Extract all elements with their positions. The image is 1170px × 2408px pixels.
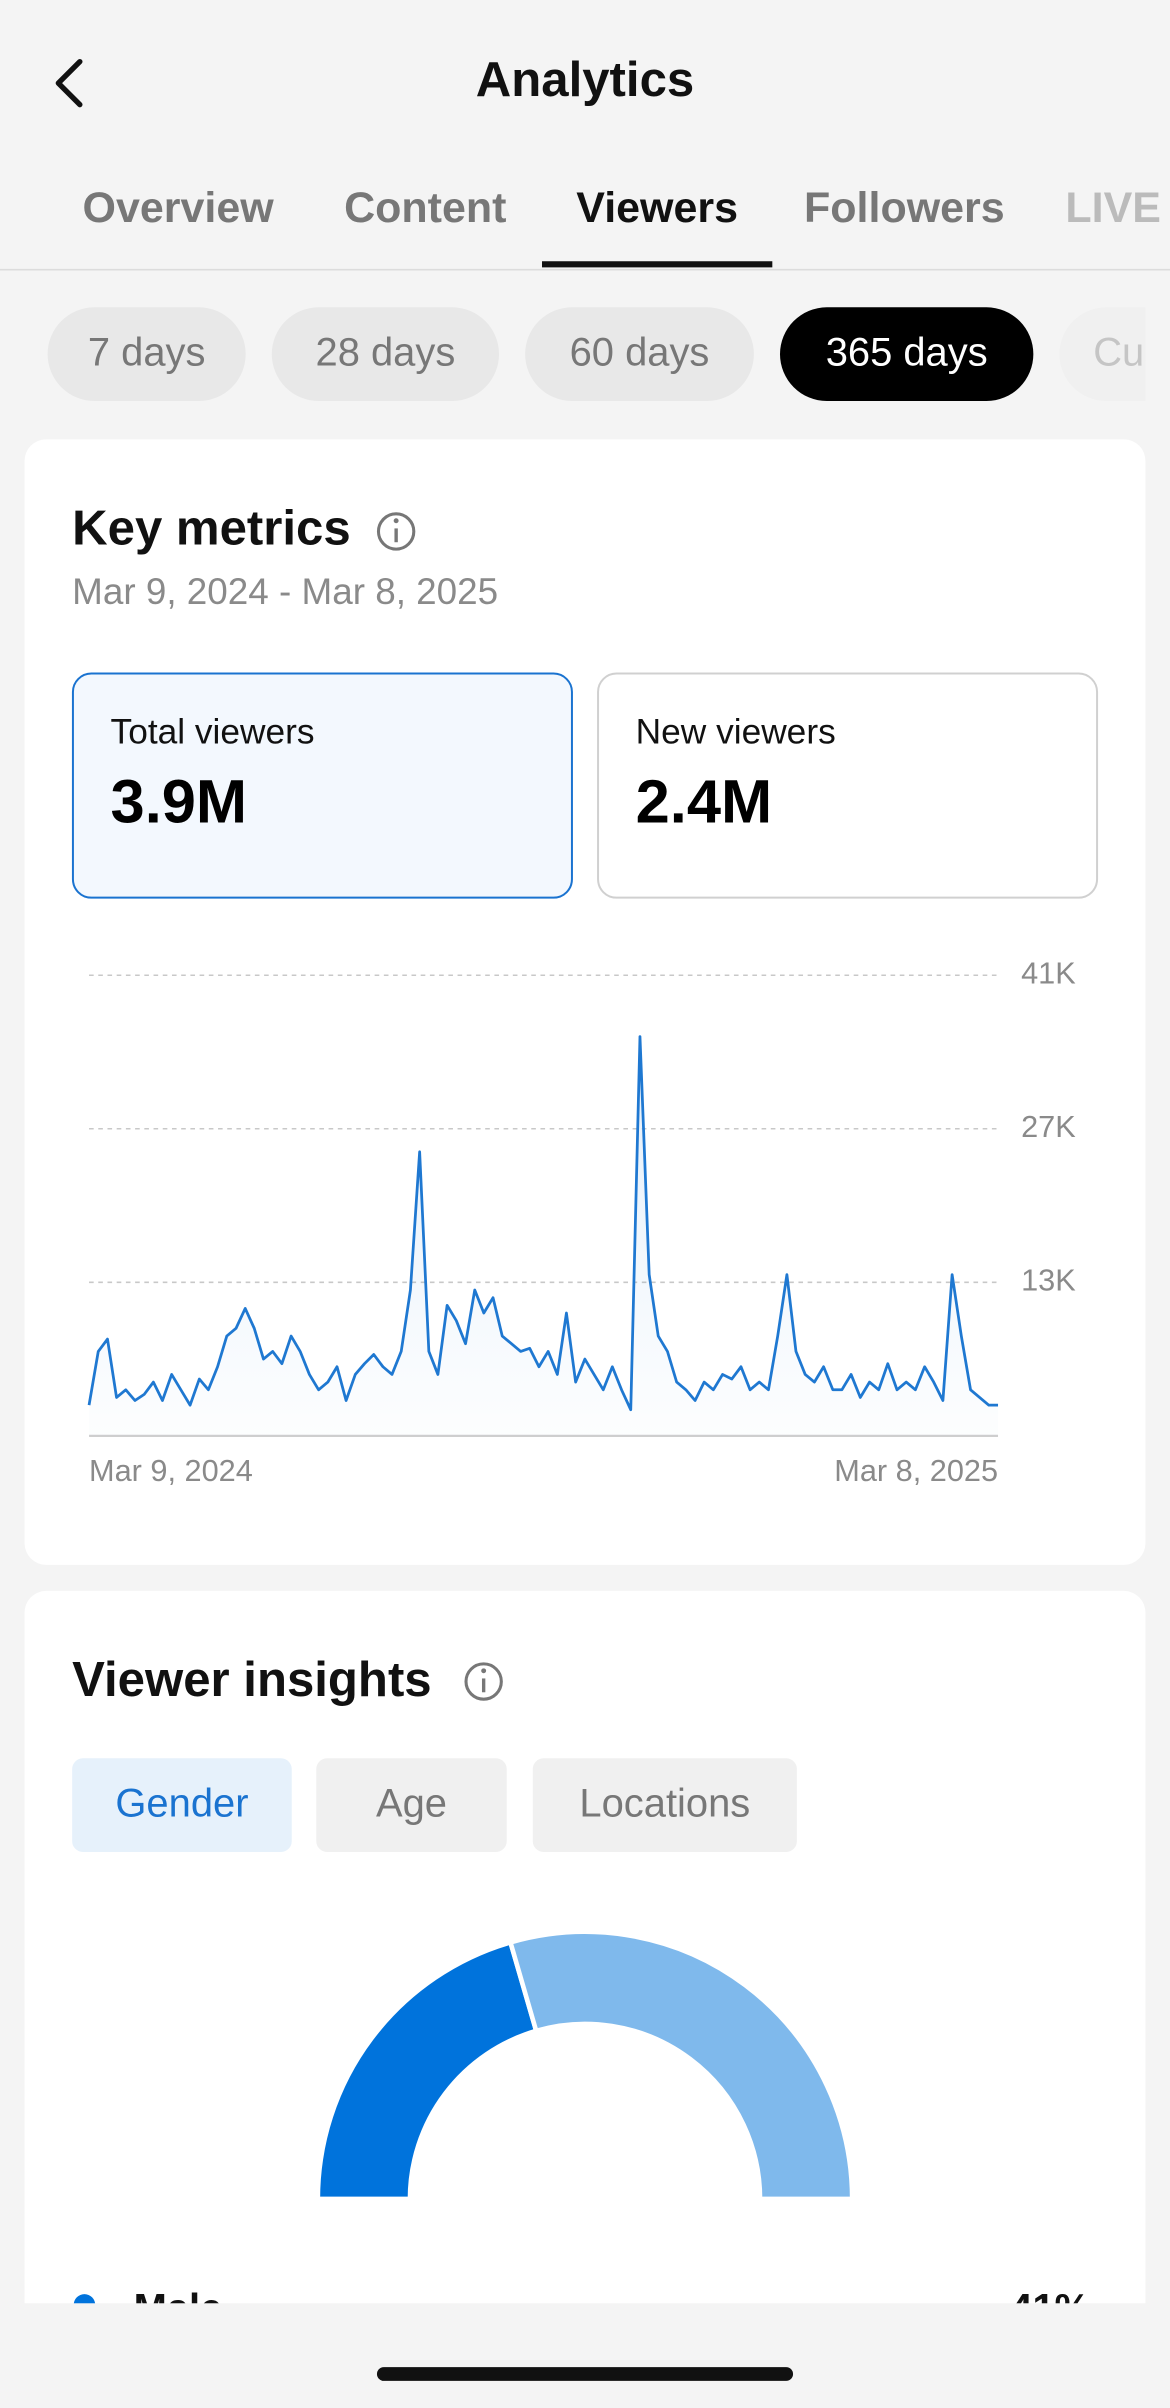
period-chips: 7 days 28 days 60 days 365 days Custom bbox=[47, 307, 1170, 401]
period-chip[interactable] bbox=[780, 307, 1034, 401]
legend-dot bbox=[73, 2294, 96, 2304]
period-label: 60 days bbox=[570, 330, 710, 374]
donut-segment bbox=[507, 1929, 855, 2202]
metric-card[interactable] bbox=[71, 672, 573, 899]
period-chip[interactable] bbox=[47, 307, 246, 401]
metric-card[interactable] bbox=[597, 672, 1099, 899]
metric-value: 3.9M bbox=[111, 768, 248, 837]
period-label: Custom bbox=[1093, 330, 1170, 374]
period-label: 7 days bbox=[88, 330, 206, 374]
insights-section: Viewer insights Gender Age Locations Male 4… bbox=[24, 1590, 1146, 2331]
info-icon[interactable] bbox=[464, 1662, 503, 1701]
back-button[interactable] bbox=[55, 58, 83, 108]
y-tick-label: 27K bbox=[1021, 1109, 1076, 1144]
tab-bar: Overview Content Viewers Followers LIVE bbox=[83, 184, 1161, 268]
period-label: 365 days bbox=[826, 330, 988, 374]
donut-chart: Male 41% bbox=[73, 1929, 1090, 2331]
insight-tab-label: Locations bbox=[579, 1781, 750, 1825]
card-title: Viewer insights bbox=[72, 1653, 431, 1707]
y-tick-label: 13K bbox=[1021, 1262, 1076, 1297]
card-title: Key metrics bbox=[72, 501, 351, 555]
tab[interactable]: Overview bbox=[83, 184, 275, 232]
tab-underline bbox=[542, 261, 773, 268]
period-label: 28 days bbox=[316, 330, 456, 374]
donut-segment bbox=[315, 1939, 540, 2202]
tab[interactable]: Content bbox=[344, 184, 506, 232]
date-range: Mar 9, 2024 - Mar 8, 2025 bbox=[72, 571, 498, 612]
period-chip[interactable] bbox=[271, 307, 500, 401]
insight-tab-label: Age bbox=[376, 1781, 447, 1825]
x-tick-label: Mar 8, 2025 bbox=[834, 1453, 998, 1488]
tab[interactable]: Followers bbox=[804, 184, 1005, 232]
line-area bbox=[89, 1036, 999, 1436]
x-tick-label: Mar 9, 2024 bbox=[89, 1453, 253, 1488]
metric-cards: Total viewers 3.9M New viewers 2.4M bbox=[71, 672, 1099, 899]
tab[interactable]: Viewers bbox=[576, 184, 738, 232]
line-series bbox=[87, 1035, 999, 1412]
metric-label: New viewers bbox=[636, 712, 836, 751]
page-title: Analytics bbox=[476, 53, 694, 107]
line-chart: 13K 27K 41K Mar 9, 2024 Mar 8, 2025 bbox=[87, 955, 1076, 1488]
period-chip[interactable] bbox=[1059, 307, 1170, 401]
insight-tab[interactable] bbox=[532, 1758, 797, 1852]
legend-label: Male bbox=[134, 2287, 223, 2331]
info-icon[interactable] bbox=[376, 512, 416, 551]
legend-value: 41% bbox=[1010, 2287, 1090, 2331]
tab[interactable]: LIVE bbox=[1065, 184, 1161, 232]
insight-tabs: Gender Age Locations bbox=[72, 1758, 797, 1852]
y-tick-label: 41K bbox=[1021, 955, 1076, 990]
metric-label: Total viewers bbox=[111, 712, 315, 751]
insight-tab[interactable] bbox=[316, 1758, 507, 1852]
period-chip[interactable] bbox=[525, 307, 754, 401]
bottom-bar bbox=[0, 2303, 1170, 2408]
insight-tab-label: Gender bbox=[115, 1781, 248, 1825]
insight-tab[interactable] bbox=[72, 1758, 292, 1852]
metric-value: 2.4M bbox=[636, 768, 773, 837]
